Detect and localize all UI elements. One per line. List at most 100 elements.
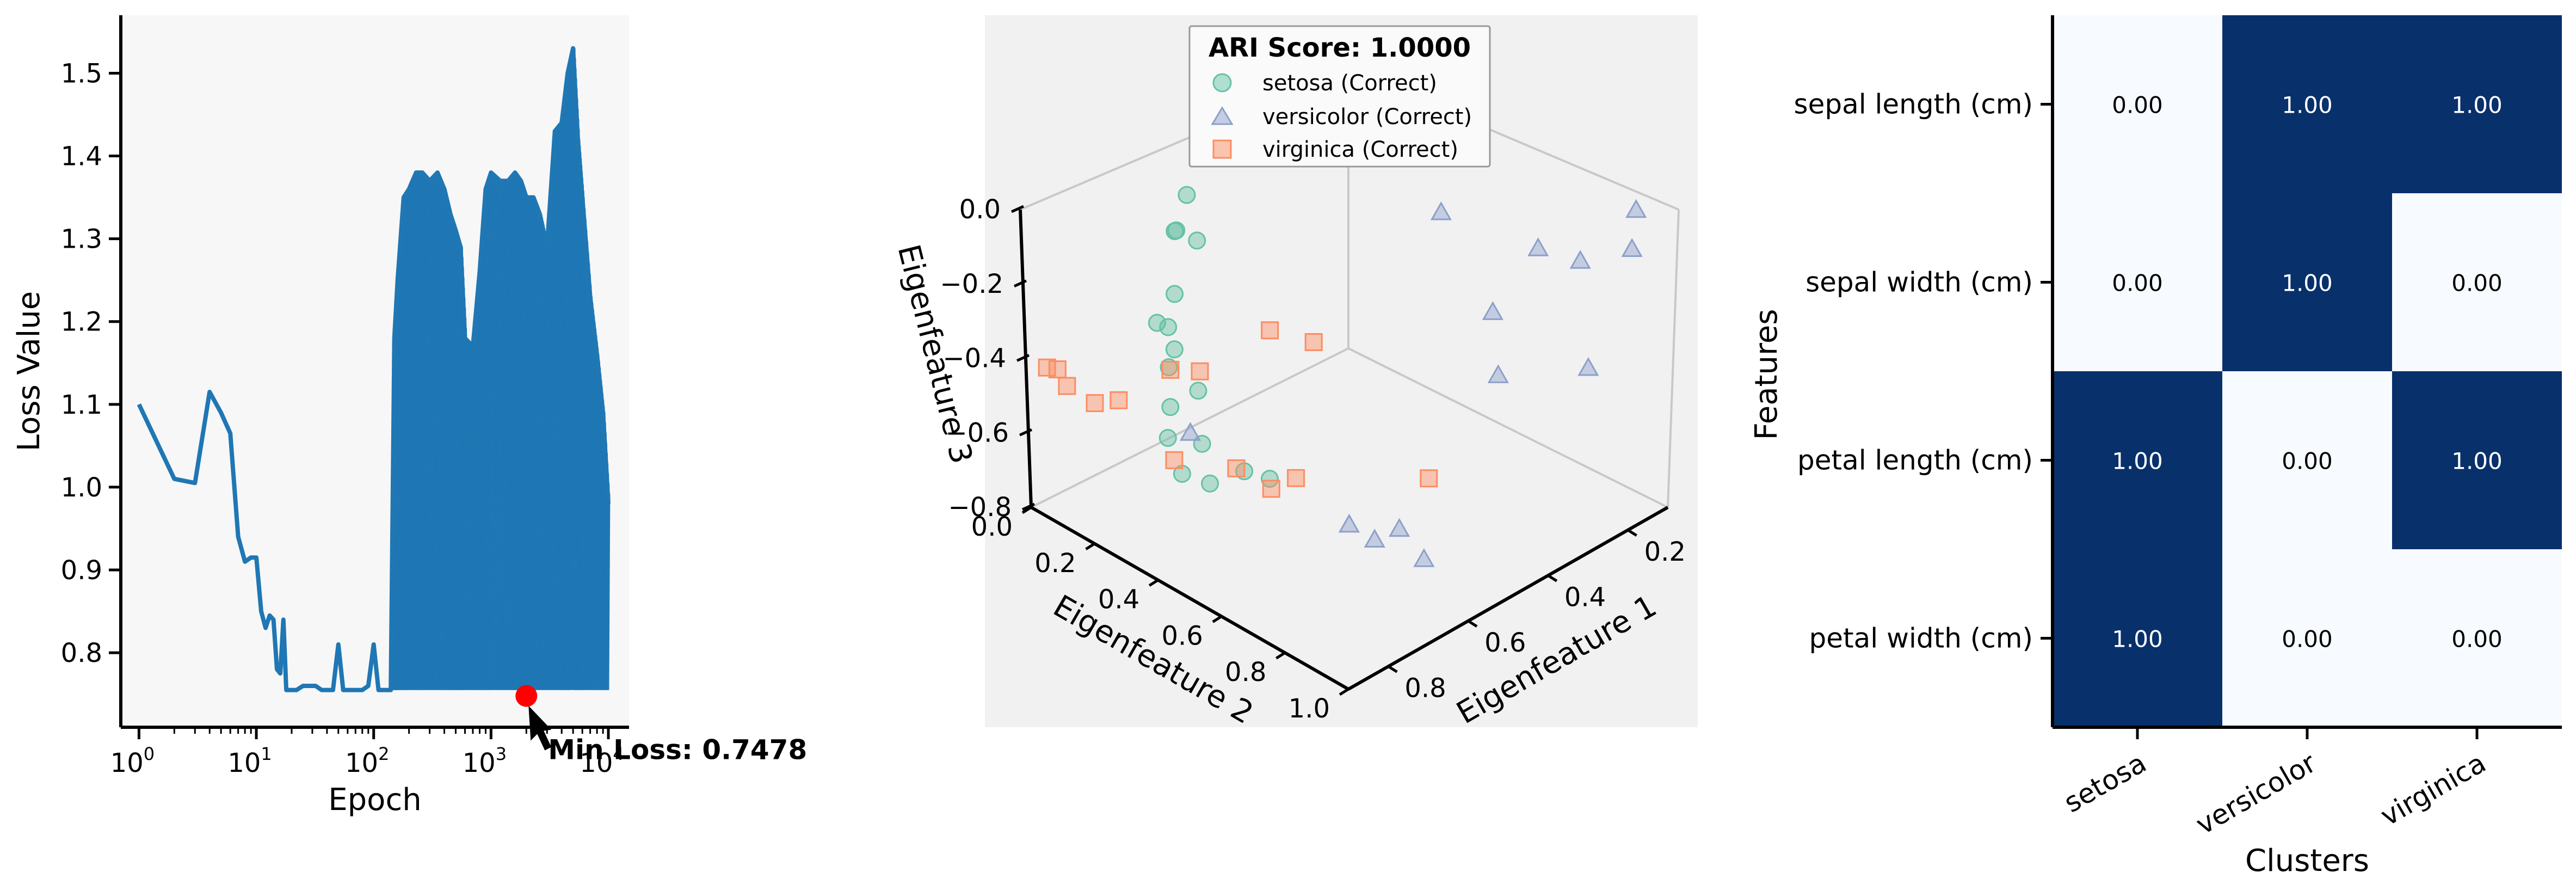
scatter-y-tick [1339, 688, 1349, 696]
setosa-point [1148, 314, 1166, 332]
heatmap-cell [2222, 15, 2392, 193]
min-loss-marker [515, 685, 538, 707]
versicolor-point [1625, 199, 1647, 218]
heatmap-cell [2053, 371, 2222, 549]
setosa-point [1158, 428, 1177, 447]
setosa-point [1161, 398, 1180, 416]
heatmap-cell-value: 1.00 [2282, 92, 2333, 119]
heatmap-cell-value: 1.00 [2451, 448, 2503, 475]
heatmap-cell [2392, 193, 2562, 371]
loss-x-tick-label: 100 [110, 744, 155, 778]
scatter-y-tick [1275, 652, 1286, 660]
scatter-y-tick-label: 0.4 [1098, 585, 1139, 615]
loss-y-tick-label: 1.4 [61, 142, 102, 172]
heatmap-row-label: sepal length (cm) [1794, 89, 2033, 120]
loss-y-tick-label: 1.1 [61, 390, 102, 420]
versicolor-point [1621, 238, 1643, 257]
versicolor-point [1527, 237, 1549, 256]
scatter-y-tick [1021, 506, 1032, 514]
heatmap-cell-value: 0.00 [2282, 626, 2333, 653]
setosa-point [1260, 470, 1279, 488]
loss-curve-series [137, 46, 611, 692]
versicolor-point [1179, 422, 1201, 441]
legend-setosa-marker [1212, 73, 1232, 93]
min-loss-annotation: Min Loss: 0.7478 [548, 734, 807, 766]
virginica-point [1038, 358, 1056, 377]
loss-y-tick-label: 1.3 [61, 224, 102, 255]
loss-y-tick-label: 0.8 [61, 638, 102, 668]
heatmap-cells: 0.00 1.00 1.00 0.00 1.00 0.00 1.00 0.00 1.00 1.00… [2053, 15, 2562, 727]
heatmap-cell [2053, 193, 2222, 371]
legend-setosa-label: setosa (Correct) [1262, 71, 1437, 96]
virginica-point [1287, 469, 1305, 487]
scatter-y-tick-label: 0.0 [971, 512, 1013, 542]
scatter-legend: ARI Score: 1.0000 setosa (Correct) versi… [1188, 25, 1491, 168]
loss-y-tick-label: 1.2 [61, 307, 102, 337]
virginica-point [1304, 333, 1323, 351]
heatmap-cell [2222, 549, 2392, 727]
scatter-y-tick [1085, 542, 1095, 550]
scatter-z-tick-label: 0.0 [959, 194, 1001, 225]
setosa-point [1165, 340, 1184, 359]
heatmap-row-label: petal width (cm) [1809, 623, 2033, 654]
scatter-z-tick [1021, 502, 1036, 511]
legend-versicolor-label: versicolor (Correct) [1262, 105, 1472, 130]
heatmap-cell-value: 0.00 [2451, 270, 2503, 297]
feature-heatmap-chart: 0.00 1.00 1.00 0.00 1.00 0.00 1.00 0.00 1.00 1.00… [1749, 15, 2562, 879]
scatter-axis-ticks: 0.0−0.2−0.4−0.6−0.80.00.20.40.60.81.00.2… [940, 194, 1686, 724]
scatter-z-tick [1013, 279, 1027, 288]
scatter-x-tick-label: 0.8 [1404, 673, 1446, 703]
scatter-points [1038, 142, 1647, 567]
loss-band-stroke [606, 493, 611, 690]
heatmap-x-axis-label: Clusters [2245, 843, 2369, 879]
versicolor-point [1487, 364, 1509, 383]
loss-x-tick-exponent: 2 [378, 744, 389, 764]
loss-x-tick-label: 103 [463, 744, 507, 778]
setosa-point [1188, 231, 1206, 250]
scatter-z-tick [1010, 205, 1025, 213]
heatmap-cell [2392, 371, 2562, 549]
heatmap-cell-value: 0.00 [2282, 448, 2333, 475]
loss-y-tick-label: 1.0 [61, 472, 102, 503]
scatter-x-tick-label: 0.2 [1644, 537, 1686, 567]
heatmap-cell-value: 0.00 [2112, 92, 2163, 119]
loss-y-axis-label: Loss Value [11, 291, 47, 451]
heatmap-cell-value: 0.00 [2451, 626, 2503, 653]
heatmap-cell-value: 1.00 [2451, 92, 2503, 119]
versicolor-point [1364, 529, 1385, 548]
scatter-z-tick-label: −0.2 [940, 269, 1003, 299]
legend-virginica-marker [1212, 139, 1232, 159]
versicolor-point [1338, 513, 1360, 533]
virginica-point [1086, 394, 1104, 413]
loss-y-tick-label: 1.5 [61, 58, 102, 89]
loss-x-tick-label: 102 [345, 744, 389, 778]
heatmap-cell-value: 1.00 [2112, 448, 2163, 475]
setosa-point [1178, 186, 1196, 204]
setosa-point [1166, 222, 1184, 241]
virginica-point [1110, 391, 1128, 409]
versicolor-point [1388, 518, 1410, 537]
loss-x-tick-exponent: 4 [613, 744, 624, 764]
min-loss-arrow-icon [528, 705, 552, 751]
scatter-z-tick [1019, 428, 1033, 437]
heatmap-col-label: virginica [2375, 747, 2491, 832]
virginica-point [1191, 362, 1209, 381]
scatter-y-tick [1212, 615, 1223, 623]
legend-versicolor-marker [1211, 106, 1234, 125]
loss-axis-ticks: 0.8 0.9 1.0 1.1 1.2 1.3 1.4 1.5 100 101 102 103 1 0 4 [61, 58, 624, 778]
virginica-point [1420, 469, 1438, 488]
scatter-z-tick-label: −0.4 [942, 343, 1006, 374]
heatmap-cell [2053, 549, 2222, 727]
scatter-x-tick-label: 0.6 [1484, 628, 1526, 658]
scatter-x-tick-label: 0.4 [1564, 582, 1606, 612]
heatmap-cell [2392, 15, 2562, 193]
loss-line [137, 46, 611, 692]
heatmap-row-label: sepal width (cm) [1805, 267, 2033, 298]
scatter-3d-chart: 0.0−0.2−0.4−0.6−0.80.00.20.40.60.81.00.2… [891, 15, 1698, 731]
scatter-y-tick-label: 0.8 [1225, 657, 1266, 688]
versicolor-point [1413, 548, 1435, 567]
scatter-x-tick [1467, 619, 1478, 628]
loss-x-tick-exponent: 3 [496, 744, 507, 764]
setosa-point [1201, 474, 1219, 493]
virginica-point [1261, 321, 1279, 340]
